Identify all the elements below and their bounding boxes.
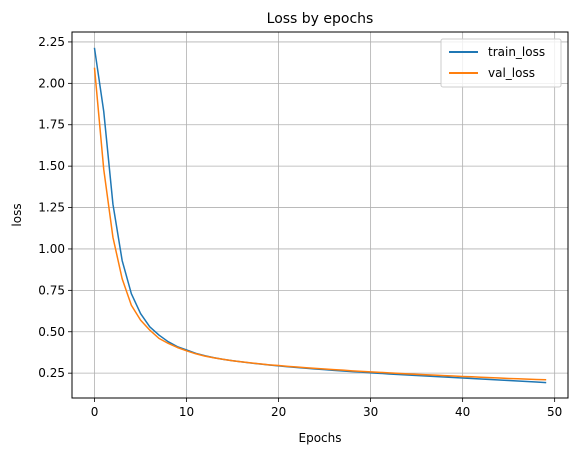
series-line-val-loss: [93, 67, 547, 381]
x-tick-label: 40: [455, 405, 470, 419]
y-tick-label: 2.00: [38, 76, 65, 90]
x-tick-label: 20: [271, 405, 286, 419]
y-tick-label: 1.00: [38, 242, 65, 256]
plot-area-frame: [71, 31, 569, 399]
y-tick-label: 1.75: [38, 118, 65, 132]
legend: train_loss val_loss: [440, 38, 562, 88]
chart-title: Loss by epochs: [267, 11, 374, 27]
axes: 0 10 20 30 40 50 0.25 0.50 0.75 1.00 1.25 1.50 1.75 2…: [38, 35, 562, 419]
legend-label-val-loss: val_loss: [488, 66, 535, 80]
y-tick-label: 1.25: [38, 201, 65, 215]
y-tick-label: 0.75: [38, 283, 65, 297]
x-tick-label: 0: [91, 405, 99, 419]
y-axis-label: loss: [10, 203, 24, 226]
x-tick-label: 10: [179, 405, 194, 419]
y-tick-label: 0.25: [38, 366, 65, 380]
y-tick-label: 1.50: [38, 159, 65, 173]
legend-label-train-loss: train_loss: [488, 45, 545, 59]
series-lines: [93, 47, 547, 384]
y-tick-label: 2.25: [38, 35, 65, 49]
x-tick-label: 50: [547, 405, 562, 419]
x-axis-label: Epochs: [299, 431, 342, 445]
y-tick-label: 0.50: [38, 325, 65, 339]
x-tick-label: 30: [363, 405, 378, 419]
